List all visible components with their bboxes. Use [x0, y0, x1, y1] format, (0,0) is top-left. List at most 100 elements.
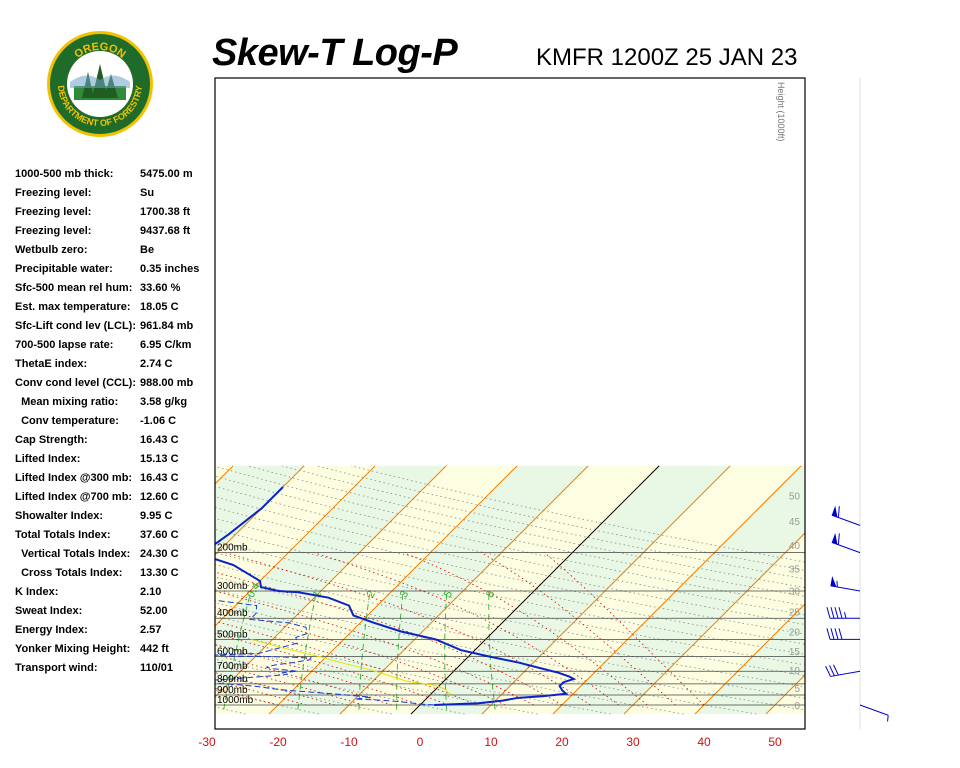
index-value: 16.43 C — [140, 472, 179, 484]
mixing-ratio-line — [488, 590, 496, 710]
index-row: Energy Index: 2.57 — [15, 624, 215, 643]
index-row: Lifted Index @300 mb: 16.43 C — [15, 472, 215, 491]
index-value: 33.60 % — [140, 282, 181, 294]
index-row: Mean mixing ratio: 3.58 g/kg — [15, 396, 215, 415]
mixing-ratio-label: 5 — [442, 589, 455, 600]
dry-adiabat-line — [215, 517, 805, 645]
mixing-ratio-line — [396, 590, 404, 710]
index-row: K Index: 2.10 — [15, 586, 215, 605]
x-tick-label: -30 — [198, 735, 216, 749]
isotherm-line — [215, 465, 447, 698]
index-row: Showalter Index: 9.95 C — [15, 510, 215, 529]
height-tick-label: 45 — [789, 517, 801, 528]
index-label: Lifted Index: — [15, 453, 81, 465]
height-tick-label: 35 — [789, 564, 801, 575]
logo-top-text: OREGON — [72, 41, 127, 61]
isotherm-line — [215, 465, 234, 485]
plot-frame — [214, 77, 806, 730]
x-tick-label: 10 — [484, 735, 498, 749]
isotherm-line — [0, 466, 91, 714]
isotherm-line — [268, 465, 518, 715]
index-row: Sfc-Lift cond lev (LCL): 961.84 mb — [15, 320, 215, 339]
wind-barb-flag — [831, 505, 838, 518]
wind-barb-feather — [838, 607, 843, 619]
index-value: 0.35 inches — [140, 263, 200, 275]
wind-barb — [831, 532, 861, 554]
isotherm-line — [694, 603, 805, 715]
height-tick-label: 10 — [789, 666, 801, 677]
index-label: Sweat Index: — [15, 605, 83, 617]
index-row: Sfc-500 mean rel hum: 33.60 % — [15, 282, 215, 301]
wind-barb — [859, 704, 889, 722]
mixing-ratio-label: 2 — [365, 589, 378, 600]
isotherm-band — [0, 466, 162, 714]
pressure-label: 200mb — [217, 543, 248, 554]
wind-barb-feather — [837, 533, 840, 545]
index-row: Cross Totals Index: 13.30 C — [15, 567, 215, 586]
mixing-ratio-label: 1 — [311, 589, 324, 600]
height-tick-label: 25 — [789, 607, 801, 618]
isotherm-band — [0, 466, 20, 714]
height-tick-label: 15 — [789, 647, 801, 658]
wind-barb-flag — [830, 575, 837, 587]
index-label: Transport wind: — [15, 662, 98, 674]
index-label: Total Totals Index: — [15, 529, 111, 541]
index-label: Vertical Totals Index: — [15, 548, 131, 560]
dry-adiabat-line — [215, 540, 805, 666]
wind-barb-feather — [829, 665, 835, 676]
dry-adiabat-line — [215, 706, 246, 715]
isotherm-line — [0, 466, 20, 714]
index-label: Freezing level: — [15, 206, 92, 218]
index-label: Showalter Index: — [15, 510, 104, 522]
wind-barb-feather — [830, 628, 835, 640]
index-value: 110/01 — [140, 662, 174, 674]
index-value: 1700.38 ft — [140, 206, 191, 218]
wind-barb-staff — [831, 514, 861, 526]
index-value: 37.60 C — [140, 529, 179, 541]
height-tick-label: 0 — [794, 701, 800, 712]
index-label: Precipitable water: — [15, 263, 113, 275]
index-label: Lifted Index @700 mb: — [15, 491, 133, 503]
svg-text:OREGON: OREGON — [72, 41, 127, 61]
isotherm-band — [552, 465, 805, 715]
x-tick-label: 50 — [768, 735, 782, 749]
index-value: 24.30 C — [140, 548, 179, 560]
wind-barb-feather — [838, 628, 843, 640]
mixing-ratio-label: 8 — [484, 589, 497, 600]
index-row: Est. max temperature: 18.05 C — [15, 301, 215, 320]
wind-barb-feather — [833, 664, 839, 676]
isotherm-band — [339, 465, 660, 715]
index-value: 961.84 mb — [140, 320, 194, 332]
wind-barb-feather — [825, 665, 831, 677]
pressure-label: 500mb — [217, 629, 248, 640]
dry-adiabat-line — [215, 576, 805, 699]
pressure-label: 1000mb — [217, 695, 254, 706]
index-row: Lifted Index @700 mb: 12.60 C — [15, 491, 215, 510]
height-tick-label: 50 — [789, 492, 801, 503]
mixing-ratio-label: 3 — [398, 589, 411, 600]
pressure-label: 700mb — [217, 661, 248, 672]
index-value: Su — [140, 187, 155, 199]
index-row: Total Totals Index: 37.60 C — [15, 529, 215, 548]
index-label: Conv temperature: — [15, 415, 119, 427]
dewpoint-profile-line — [215, 599, 435, 706]
dry-adiabat-line — [247, 465, 805, 588]
index-label: Conv cond level (CCL): — [15, 377, 137, 389]
index-label: Est. max temperature: — [15, 301, 131, 313]
wind-barb — [825, 664, 861, 677]
dry-adiabat-line — [215, 564, 805, 688]
index-label: Cross Totals Index: — [15, 567, 123, 579]
index-label: 1000-500 mb thick: — [15, 168, 114, 180]
moist-adiabat-line — [313, 552, 620, 706]
index-label: Energy Index: — [15, 624, 88, 636]
wind-barb — [831, 505, 861, 526]
mixing-ratio-line — [297, 590, 318, 710]
index-label: ThetaE index: — [15, 358, 88, 370]
index-value: 6.95 C/km — [140, 339, 192, 351]
wind-barb-feather — [834, 607, 839, 619]
index-value: 5475.00 m — [140, 168, 193, 180]
dry-adiabat-line — [215, 689, 319, 715]
index-row: Transport wind: 110/01 — [15, 662, 215, 681]
x-tick-label: -20 — [269, 735, 287, 749]
